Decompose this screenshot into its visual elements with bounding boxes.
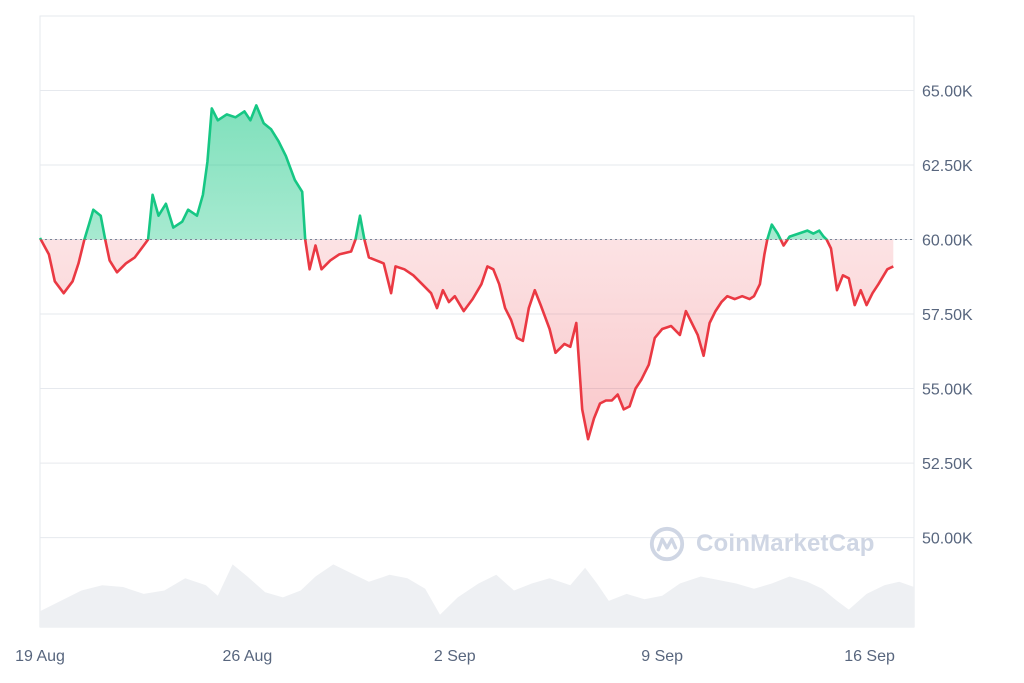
price-line-down <box>39 239 894 441</box>
price-line-up <box>38 104 829 240</box>
price-line <box>38 104 894 441</box>
price-fill-up <box>40 105 894 240</box>
volume-area <box>40 564 914 627</box>
x-tick-label: 2 Sep <box>434 648 476 665</box>
y-tick-label: 62.50K <box>922 158 973 175</box>
y-tick-label: 60.00K <box>922 233 973 250</box>
x-tick-label: 26 Aug <box>222 648 272 665</box>
y-axis: 65.00K 62.50K 60.00K 57.50K 55.00K 52.50K 50.0… <box>922 84 973 548</box>
x-tick-label: 16 Sep <box>844 648 895 665</box>
x-axis: 19 Aug 26 Aug 2 Sep 9 Sep 16 Sep <box>15 648 895 665</box>
coinmarketcap-logo-icon <box>649 526 685 562</box>
coinmarketcap-watermark: CoinMarketCap <box>648 525 875 563</box>
price-fill <box>40 105 894 440</box>
y-tick-label: 50.00K <box>922 531 973 548</box>
x-tick-label: 19 Aug <box>15 648 65 665</box>
volume-fill <box>40 564 914 627</box>
x-tick-label: 9 Sep <box>641 648 683 665</box>
y-tick-label: 55.00K <box>922 382 973 399</box>
grid-lines <box>40 90 914 539</box>
watermark-text: CoinMarketCap <box>696 530 875 557</box>
y-tick-label: 65.00K <box>922 84 973 101</box>
y-tick-label: 52.50K <box>922 456 973 473</box>
price-fill-down <box>40 239 894 440</box>
y-tick-label: 57.50K <box>922 307 973 324</box>
